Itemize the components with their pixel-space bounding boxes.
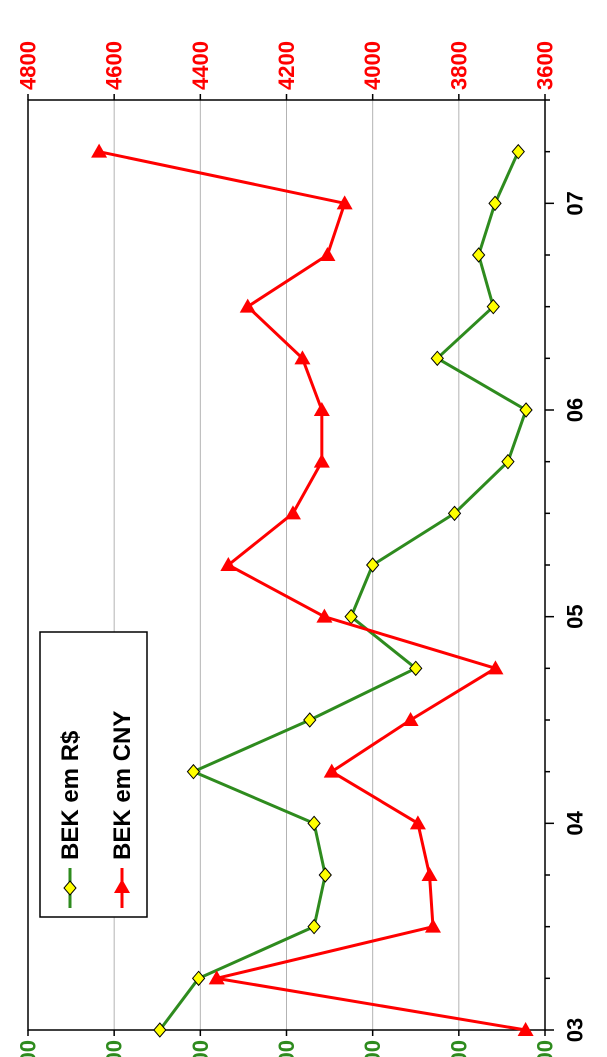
legend-marker-cny [114, 879, 130, 893]
left-tick-label: 1500 [188, 1040, 213, 1057]
data-point [91, 143, 108, 158]
x-axis-ticks: 03 04 05 06 07 [545, 99, 588, 1042]
data-point [488, 195, 502, 212]
data-point [319, 247, 336, 261]
data-point [421, 867, 438, 881]
data-point [517, 1022, 534, 1036]
right-tick-label: 4800 [16, 41, 41, 90]
data-point [424, 918, 441, 933]
right-axis-ticks: 3600 3800 4000 4200 4400 4600 4800 [16, 41, 558, 100]
left-tick-label: 1300 [360, 1040, 385, 1057]
data-point [284, 505, 301, 520]
series-1 [91, 143, 534, 1036]
data-point [501, 453, 515, 470]
left-axis-ticks: 1100 1200 1300 1400 1500 1600 1700 [16, 1030, 558, 1057]
data-point [430, 350, 444, 367]
data-point [402, 712, 419, 726]
data-point [487, 660, 504, 675]
data-point [307, 918, 321, 935]
right-tick-label: 3600 [533, 41, 558, 90]
x-tick-label: 05 [563, 604, 588, 628]
x-tick-label: 07 [563, 191, 588, 215]
x-tick-label: 06 [563, 398, 588, 422]
data-point [239, 298, 256, 313]
data-point [220, 557, 237, 571]
data-point [318, 867, 332, 883]
data-point [191, 970, 206, 987]
legend: BEK em R$ BEK em CNY [39, 631, 148, 918]
data-point [409, 660, 423, 677]
legend-entry-cny: BEK em CNY [109, 711, 136, 908]
data-point [303, 712, 317, 728]
series-line [158, 151, 528, 1031]
legend-entry-brl: BEK em R$ [57, 730, 84, 908]
x-tick-label: 03 [563, 1018, 588, 1042]
data-point [366, 557, 380, 573]
x-tick-label: 04 [563, 810, 588, 835]
series-layer [91, 143, 534, 1038]
data-point [153, 1022, 167, 1038]
data-point [409, 815, 426, 830]
legend-marker-brl [63, 880, 77, 896]
data-point [307, 815, 321, 832]
data-point [313, 453, 330, 468]
right-tick-label: 3800 [446, 41, 471, 90]
left-tick-label: 1600 [102, 1040, 127, 1057]
data-point [471, 247, 486, 263]
legend-label-brl: BEK em R$ [57, 730, 84, 860]
left-tick-label: 1200 [446, 1040, 471, 1057]
legend-box [39, 631, 148, 918]
data-point [336, 195, 353, 210]
data-point [447, 505, 462, 522]
left-tick-label: 1700 [16, 1040, 41, 1057]
right-tick-label: 4000 [360, 41, 385, 90]
data-point [294, 350, 311, 365]
left-tick-label: 1400 [274, 1040, 299, 1057]
left-tick-label: 1100 [533, 1040, 558, 1057]
right-tick-label: 4200 [274, 41, 299, 90]
data-point [313, 402, 330, 416]
data-point [208, 970, 225, 985]
right-tick-label: 4600 [102, 41, 127, 90]
series-0 [153, 143, 533, 1038]
data-point [186, 763, 201, 780]
right-tick-label: 4400 [188, 41, 213, 90]
series-line [98, 150, 526, 1032]
data-point [519, 402, 533, 418]
legend-label-cny: BEK em CNY [109, 711, 136, 860]
data-point [316, 608, 333, 623]
data-point [486, 298, 500, 315]
data-point [511, 143, 525, 160]
data-point [323, 763, 340, 778]
